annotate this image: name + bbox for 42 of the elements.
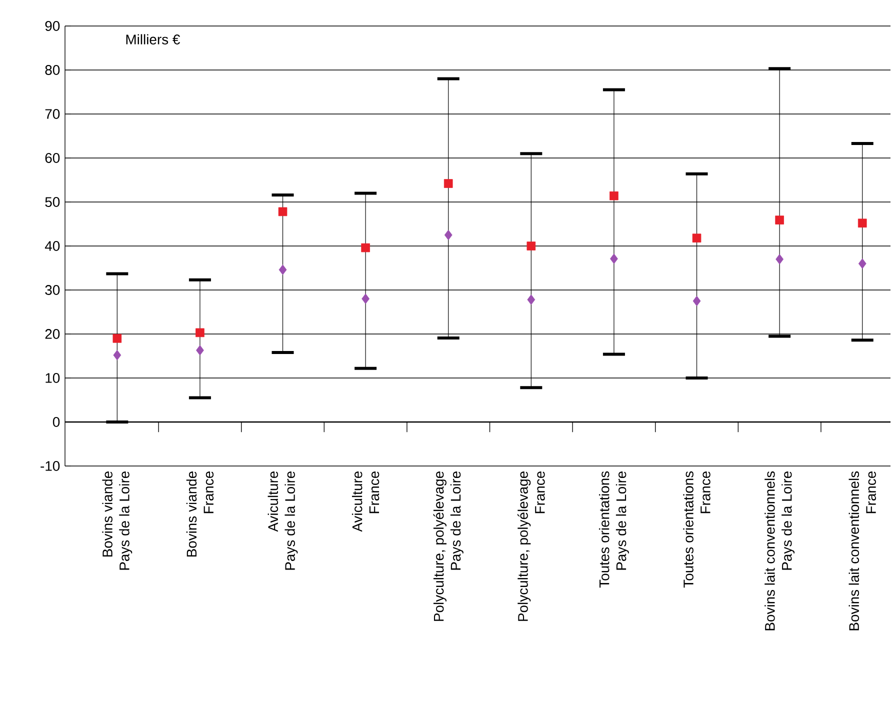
point: [362, 294, 370, 304]
point: [361, 243, 370, 252]
point: [278, 264, 287, 275]
x-tick-label: Bovins lait conventionnels Pays de la Loire: [764, 471, 795, 630]
point: [196, 328, 204, 338]
point: [527, 294, 536, 305]
x-tick-label: Polyculture, polyélevage Pays de la Loire: [433, 471, 464, 621]
point: [776, 254, 784, 264]
point: [112, 334, 122, 343]
point: [692, 296, 701, 306]
point: [278, 207, 288, 216]
y-tick-label: 70: [45, 109, 60, 119]
point: [858, 258, 866, 269]
y-tick-label: 50: [45, 197, 60, 207]
x-tick-label: Aviculture Pays de la Loire: [268, 471, 298, 570]
y-tick-label: 40: [44, 241, 60, 251]
annotation: Milliers €: [126, 34, 180, 44]
point: [692, 234, 702, 242]
point: [858, 218, 867, 228]
y-tick-label: 30: [45, 285, 60, 295]
x-tick-label: Bovins viande France: [186, 471, 214, 557]
x-tick-label: Toutes orientations Pays de la Loire: [598, 471, 629, 588]
y-tick-label: 0: [52, 417, 60, 427]
point: [775, 216, 784, 224]
x-tick-label: Bovins viande Pays de la Loire: [102, 471, 132, 570]
y-tick-label: -10: [40, 461, 60, 471]
point: [444, 230, 452, 240]
point: [113, 350, 122, 360]
y-tick-label: 80: [45, 65, 60, 75]
x-tick-label: Toutes orientations France: [683, 471, 710, 588]
point: [610, 191, 618, 200]
y-tick-label: 20: [45, 329, 60, 339]
x-tick-label: Bovins lait conventionnels France: [848, 471, 876, 630]
y-tick-label: 60: [45, 153, 60, 163]
point: [444, 179, 453, 188]
point: [610, 254, 618, 264]
y-tick-label: 10: [46, 373, 60, 383]
y-tick-label: 90: [45, 21, 60, 31]
x-tick-label: Aviculture France: [352, 471, 380, 532]
point: [196, 345, 204, 356]
x-tick-label: Polyculture, polyélevage France: [517, 471, 545, 621]
point: [526, 242, 536, 250]
